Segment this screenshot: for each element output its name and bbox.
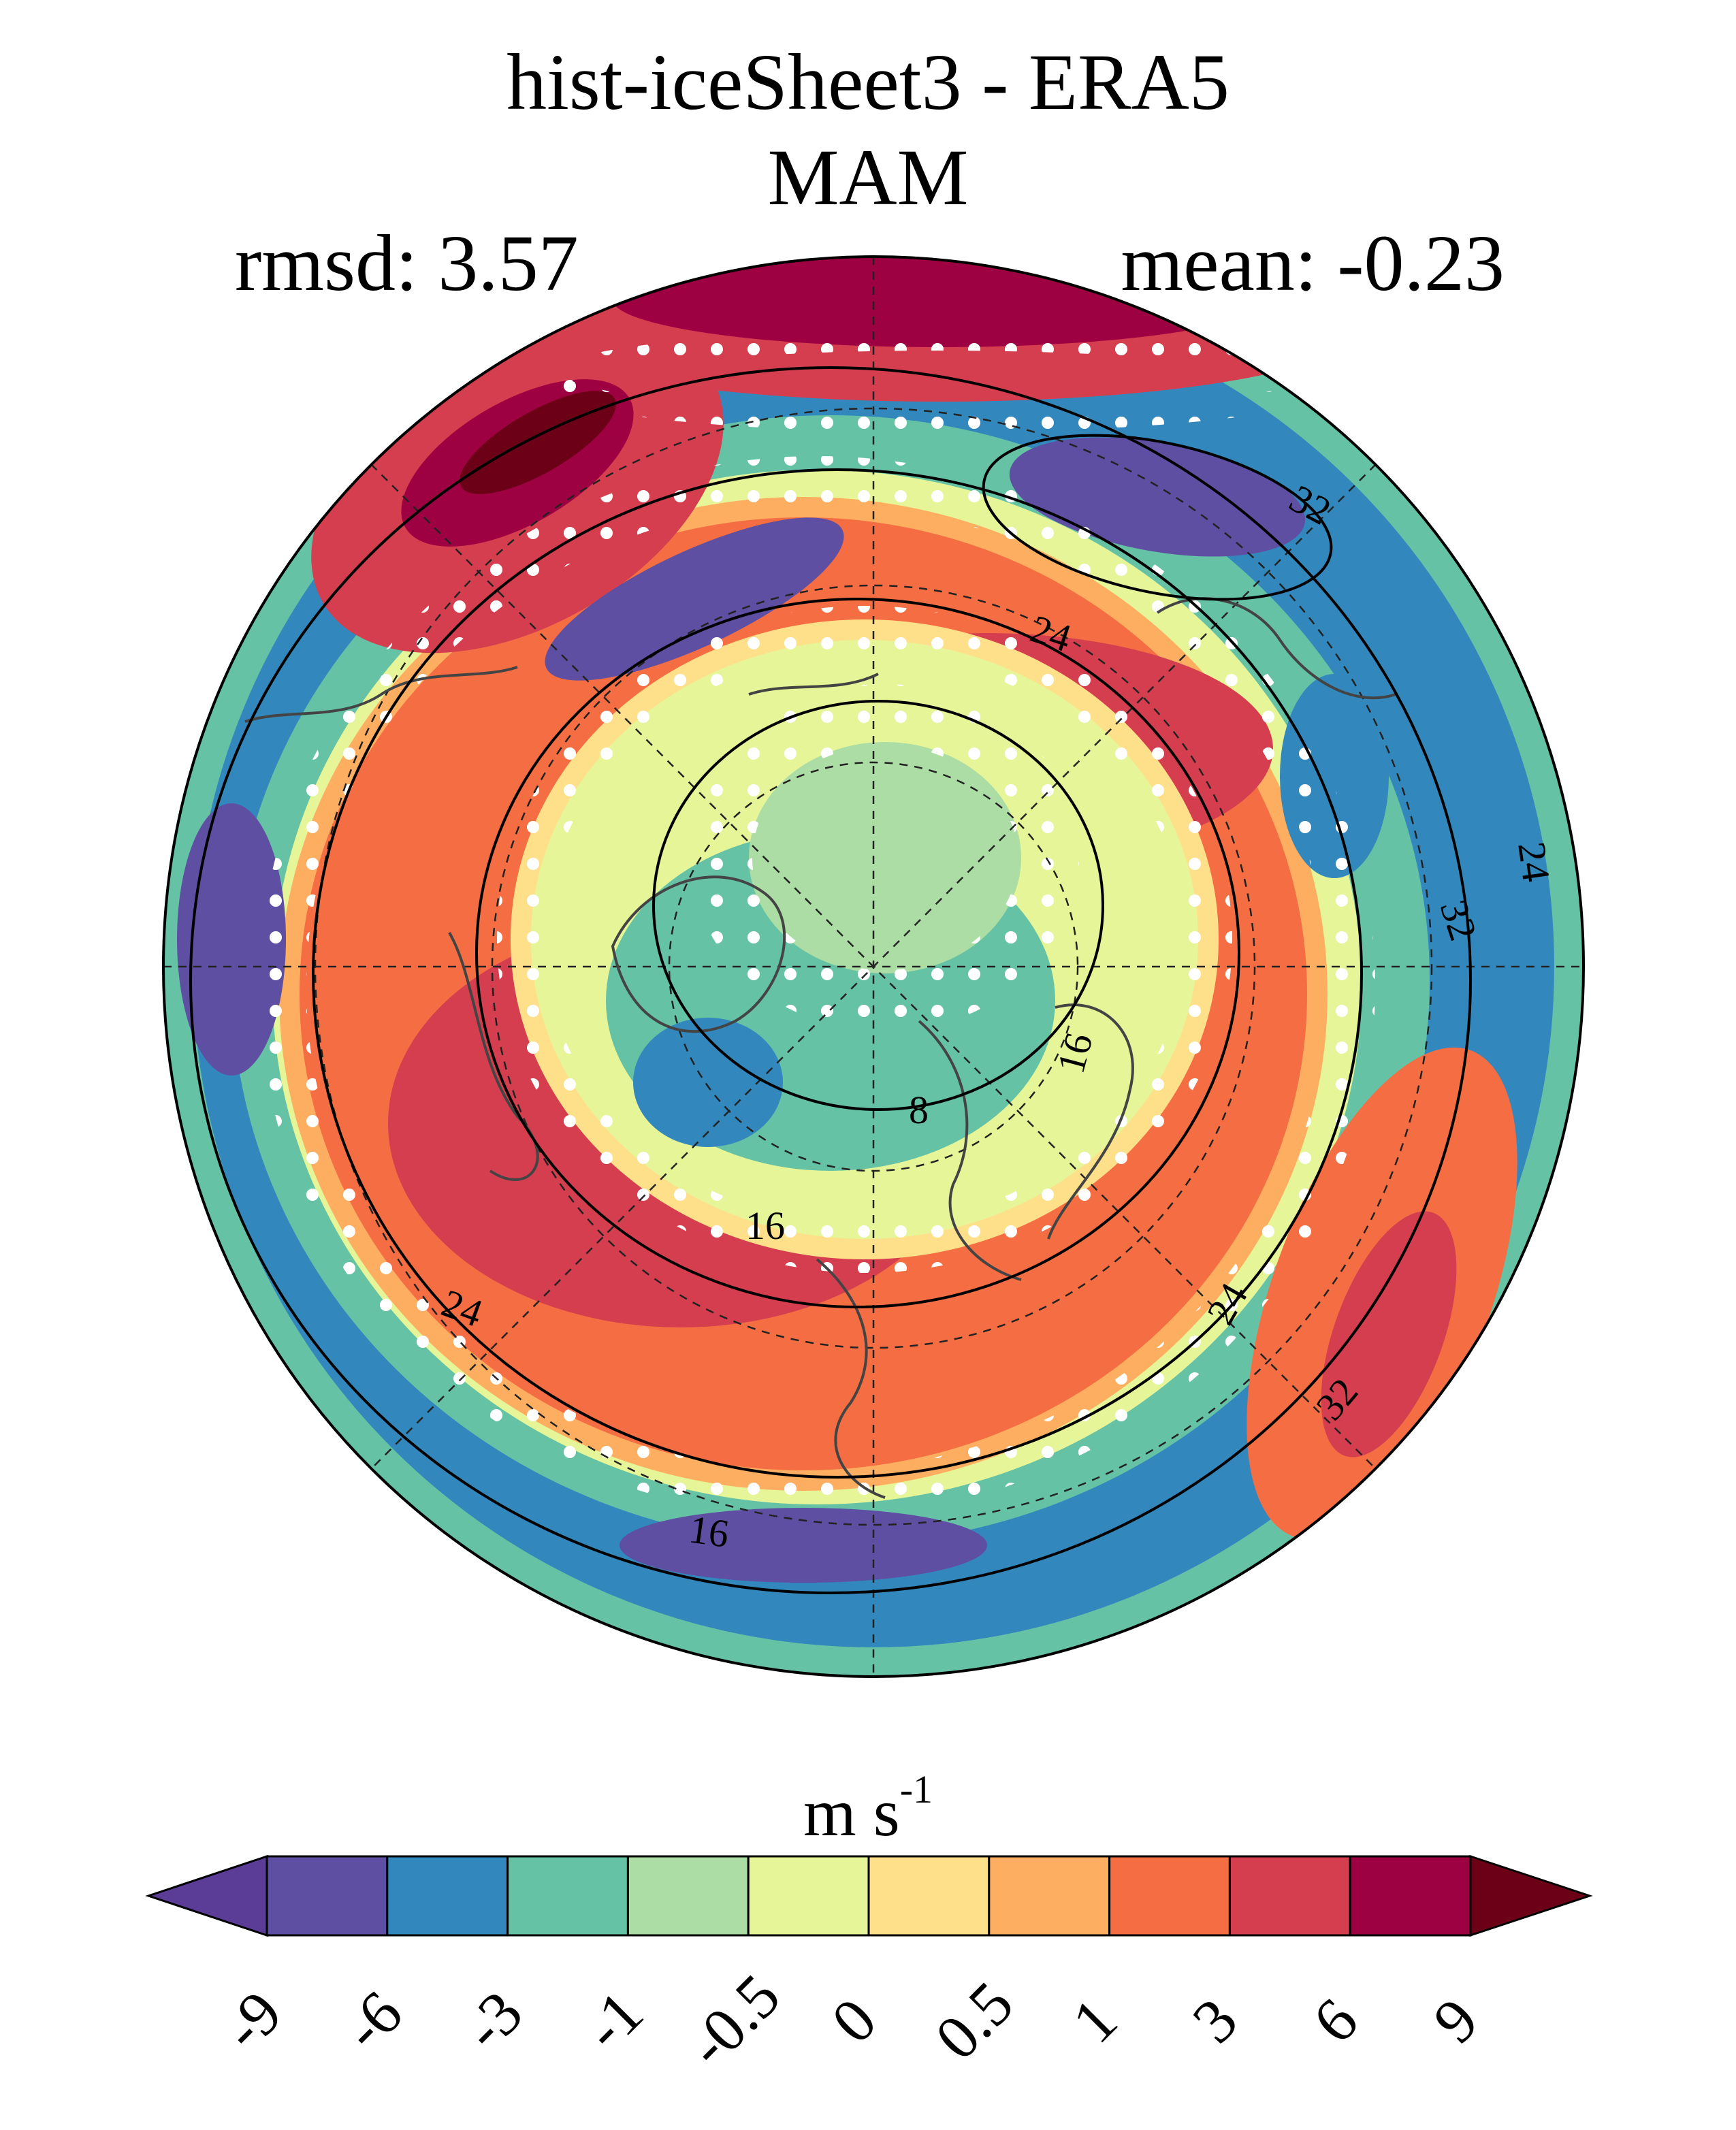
contour-label: 24	[1509, 839, 1558, 884]
colorbar-under-triangle	[145, 1854, 268, 1937]
colorbar-tick-label: 1	[1059, 1985, 1130, 2056]
colorbar-swatch	[1228, 1855, 1351, 1937]
colorbar-swatch	[1349, 1855, 1472, 1937]
colorbar-tick-label: -6	[329, 1978, 415, 2063]
contour-8	[652, 700, 1104, 1111]
contour-label: 8	[909, 1088, 929, 1132]
anomaly-field	[163, 257, 1584, 1677]
colorbar-tick-label: -1	[570, 1978, 656, 2063]
colorbar-tick-label: -0.5	[674, 1961, 793, 2080]
west-negative-core	[177, 803, 286, 1076]
mean-stat: mean: -0.23	[1121, 219, 1505, 308]
colorbar-swatch	[867, 1855, 991, 1937]
graticule	[163, 257, 1584, 1677]
colorbar-tick-label: 6	[1300, 1985, 1371, 2056]
colorbar-swatch	[386, 1855, 509, 1937]
southeast-positive-core	[1321, 1211, 1457, 1457]
rmsd-stat: rmsd: 3.57	[235, 219, 579, 308]
units-exponent: -1	[899, 1767, 933, 1811]
season-label: MAM	[767, 133, 969, 222]
colorbar-tick-label: 0	[818, 1985, 890, 2056]
colorbar-tick-label: 0.5	[922, 1968, 1026, 2072]
polar-map: 32 24 16 8 16 24 24 32 32 24 16	[162, 255, 1585, 1678]
contour-32-northeast	[982, 434, 1333, 601]
colorbar-swatch	[988, 1855, 1111, 1937]
contour-16	[475, 598, 1240, 1308]
colorbar-tick-label: 9	[1420, 1985, 1492, 2056]
colorbar-units: m s-1	[0, 1770, 1736, 1847]
polar-negative-core	[633, 1018, 783, 1147]
contour-label: 16	[686, 1507, 731, 1556]
colorbar-swatch	[626, 1855, 750, 1937]
colorbar-swatch	[747, 1855, 870, 1937]
colorbar-swatch	[266, 1855, 389, 1937]
globe-border	[162, 255, 1585, 1678]
south-negative-core	[620, 1508, 987, 1583]
colorbar-tick-labels: -9 -6 -3 -1 -0.5 0 0.5 1 3 6 9	[209, 1961, 1491, 2080]
colorbar-swatch	[1108, 1855, 1231, 1937]
contour-32	[189, 366, 1472, 1594]
colorbar-tick-label: -9	[209, 1978, 295, 2063]
climatology-contours	[189, 366, 1472, 1594]
contour-label: 16	[745, 1204, 785, 1248]
colorbar-tick-label: 3	[1179, 1985, 1251, 2056]
colorbar-over-triangle	[1469, 1854, 1593, 1937]
units-base: m s	[803, 1775, 900, 1850]
contour-24	[312, 468, 1363, 1479]
north-negative-core	[545, 517, 844, 681]
colorbar-swatches	[145, 1854, 1593, 1937]
polar-light-green	[749, 742, 1021, 973]
colorbar-swatch	[507, 1855, 629, 1937]
colorbar-tick-label: -3	[450, 1978, 536, 2063]
map-title: hist-iceSheet3 - ERA5	[507, 37, 1229, 127]
